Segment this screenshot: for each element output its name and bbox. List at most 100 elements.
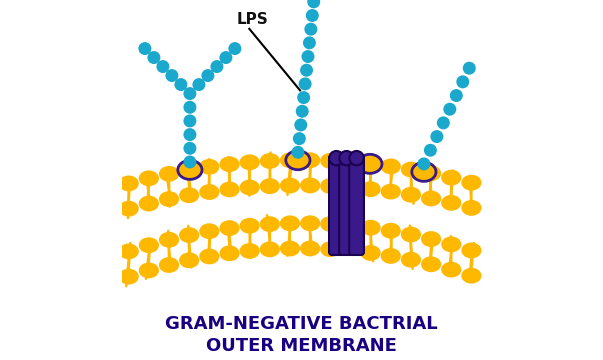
Circle shape: [300, 64, 313, 77]
Circle shape: [183, 101, 197, 114]
Ellipse shape: [300, 215, 320, 231]
Circle shape: [183, 87, 197, 100]
Ellipse shape: [361, 181, 380, 197]
Text: LPS: LPS: [237, 12, 269, 27]
Ellipse shape: [380, 223, 401, 239]
Ellipse shape: [260, 153, 280, 169]
Circle shape: [443, 103, 456, 116]
Ellipse shape: [139, 170, 159, 186]
Ellipse shape: [358, 154, 382, 174]
Ellipse shape: [179, 187, 199, 203]
Ellipse shape: [401, 162, 421, 177]
Ellipse shape: [219, 220, 239, 236]
Circle shape: [165, 69, 178, 82]
Ellipse shape: [361, 245, 380, 261]
Circle shape: [183, 142, 197, 155]
Circle shape: [174, 78, 188, 91]
Ellipse shape: [179, 252, 199, 268]
Ellipse shape: [320, 216, 340, 232]
Ellipse shape: [421, 190, 441, 206]
Circle shape: [424, 144, 437, 157]
Circle shape: [229, 42, 241, 55]
Ellipse shape: [380, 248, 401, 264]
Ellipse shape: [159, 191, 179, 207]
Circle shape: [298, 77, 312, 90]
Circle shape: [308, 0, 320, 8]
Circle shape: [463, 62, 476, 75]
Ellipse shape: [139, 237, 159, 253]
Ellipse shape: [260, 216, 280, 232]
Ellipse shape: [280, 215, 300, 231]
Ellipse shape: [401, 187, 421, 203]
Ellipse shape: [239, 218, 260, 234]
Circle shape: [219, 51, 232, 64]
Circle shape: [297, 91, 310, 104]
Ellipse shape: [199, 184, 219, 200]
Ellipse shape: [286, 151, 310, 170]
FancyBboxPatch shape: [339, 155, 354, 255]
Circle shape: [291, 146, 305, 159]
Ellipse shape: [461, 175, 482, 190]
Ellipse shape: [179, 162, 199, 178]
Ellipse shape: [199, 159, 219, 175]
Circle shape: [183, 114, 197, 127]
Ellipse shape: [280, 240, 300, 256]
Circle shape: [192, 78, 206, 91]
Circle shape: [183, 156, 197, 168]
Ellipse shape: [461, 243, 482, 258]
Ellipse shape: [159, 232, 179, 248]
Circle shape: [139, 42, 151, 55]
Ellipse shape: [320, 153, 340, 169]
Circle shape: [183, 128, 197, 141]
Ellipse shape: [441, 195, 461, 211]
Circle shape: [303, 36, 316, 49]
Ellipse shape: [178, 161, 202, 179]
Ellipse shape: [239, 180, 260, 195]
FancyBboxPatch shape: [329, 155, 344, 255]
Ellipse shape: [320, 241, 340, 257]
Ellipse shape: [412, 162, 436, 181]
Circle shape: [305, 23, 317, 36]
Circle shape: [295, 105, 309, 118]
Circle shape: [437, 116, 450, 129]
Ellipse shape: [421, 256, 441, 272]
Ellipse shape: [199, 223, 219, 239]
Ellipse shape: [280, 152, 300, 168]
Circle shape: [147, 51, 160, 64]
Ellipse shape: [239, 243, 260, 259]
Circle shape: [201, 69, 215, 82]
Ellipse shape: [119, 201, 139, 217]
Ellipse shape: [159, 166, 179, 182]
Circle shape: [294, 118, 308, 131]
Circle shape: [431, 130, 443, 143]
Ellipse shape: [421, 231, 441, 247]
Ellipse shape: [139, 262, 159, 278]
Ellipse shape: [139, 195, 159, 211]
Ellipse shape: [119, 176, 139, 192]
Ellipse shape: [260, 178, 280, 194]
Circle shape: [329, 151, 344, 165]
Text: GRAM-NEGATIVE BACTRIAL: GRAM-NEGATIVE BACTRIAL: [165, 315, 438, 333]
Ellipse shape: [219, 156, 239, 172]
Ellipse shape: [239, 154, 260, 170]
Ellipse shape: [199, 248, 219, 264]
Ellipse shape: [401, 226, 421, 242]
Ellipse shape: [300, 240, 320, 256]
Ellipse shape: [401, 252, 421, 267]
Ellipse shape: [441, 237, 461, 252]
Ellipse shape: [380, 184, 401, 199]
Circle shape: [210, 60, 223, 73]
Ellipse shape: [320, 178, 340, 194]
Circle shape: [306, 9, 319, 22]
Ellipse shape: [300, 152, 320, 168]
Ellipse shape: [119, 269, 139, 284]
Circle shape: [156, 60, 169, 73]
Text: OUTER MEMBRANE: OUTER MEMBRANE: [206, 337, 397, 355]
Ellipse shape: [119, 243, 139, 259]
Ellipse shape: [441, 170, 461, 185]
Ellipse shape: [280, 177, 300, 193]
Ellipse shape: [361, 220, 380, 236]
Circle shape: [417, 157, 431, 170]
Ellipse shape: [219, 181, 239, 197]
Ellipse shape: [380, 158, 401, 174]
